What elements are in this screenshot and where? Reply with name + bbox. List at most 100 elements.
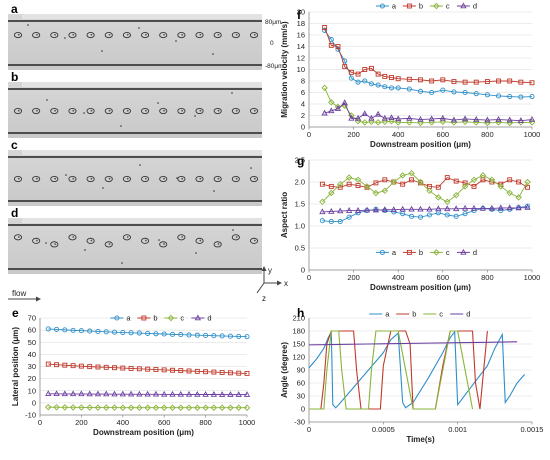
x-axis-title: Downstream position (μm) <box>370 140 471 149</box>
channel-outer-band <box>22 150 262 155</box>
data-point <box>525 184 530 190</box>
data-point <box>462 180 468 186</box>
cell <box>122 234 131 241</box>
data-point <box>390 206 397 212</box>
debris-dot <box>45 242 47 244</box>
y-tick-label: 16 <box>297 31 305 40</box>
cell-nucleus <box>235 33 238 36</box>
cell-nucleus <box>72 33 75 36</box>
micrograph-background <box>8 82 262 138</box>
data-point <box>417 88 424 94</box>
cell-nucleus <box>253 109 256 112</box>
data-point <box>354 114 362 121</box>
series-a <box>322 27 535 100</box>
cell-nucleus <box>90 109 93 112</box>
y-tick-label: 14 <box>297 42 305 51</box>
legend-label: a <box>126 314 131 323</box>
data-point <box>95 328 101 335</box>
cell <box>32 237 41 244</box>
data-point <box>484 92 490 98</box>
cell <box>50 32 59 39</box>
data-point <box>389 75 394 81</box>
data-point <box>461 183 469 190</box>
cell-nucleus <box>108 177 111 180</box>
y-tick-label: 0 <box>301 123 305 132</box>
data-point <box>507 93 513 100</box>
cell-nucleus <box>54 177 57 180</box>
cell-nucleus <box>181 33 184 36</box>
cell <box>249 32 259 39</box>
data-point <box>440 87 446 93</box>
data-point <box>103 390 110 397</box>
data-point <box>334 105 342 111</box>
panel-letter-e: e <box>12 306 19 320</box>
data-point <box>227 333 233 339</box>
data-point <box>518 79 524 85</box>
y-tick-label: 120 <box>292 353 305 362</box>
y-tick-label: -30 <box>294 418 305 427</box>
data-point <box>406 3 412 9</box>
debris-dot <box>250 167 252 169</box>
data-point <box>426 187 433 195</box>
data-point <box>453 213 459 219</box>
y-tick-label: 60 <box>28 326 36 335</box>
debris-dot <box>121 262 123 264</box>
data-point <box>451 79 457 85</box>
series-d <box>321 99 536 123</box>
y-tick-label: 30 <box>28 362 36 371</box>
cell <box>213 241 222 248</box>
data-point <box>381 114 388 121</box>
data-point <box>498 208 504 214</box>
data-point <box>346 214 352 220</box>
cell <box>141 237 150 244</box>
data-point <box>227 370 233 376</box>
x-tick-label: 600 <box>158 418 171 427</box>
legend-label: c <box>446 2 450 11</box>
x-tick-label: 0 <box>307 425 311 434</box>
data-point <box>428 115 435 122</box>
data-point <box>395 85 401 91</box>
data-point <box>87 328 93 334</box>
debris-dot <box>138 27 140 29</box>
cell <box>68 107 77 115</box>
y-tick-label: 1.0 <box>295 222 305 231</box>
cell-nucleus <box>217 243 220 245</box>
cell <box>141 175 150 183</box>
data-point <box>435 184 441 190</box>
panel-letter-f: f <box>297 8 302 22</box>
data-point <box>219 391 226 397</box>
cell-nucleus <box>181 109 184 112</box>
debris-dot <box>176 177 178 179</box>
legend-item-c: c <box>429 248 450 257</box>
data-point <box>78 363 84 369</box>
series-c <box>45 403 251 411</box>
data-point <box>444 212 450 218</box>
data-point <box>203 332 209 339</box>
data-point <box>417 214 424 220</box>
data-point <box>439 118 447 126</box>
data-point <box>236 370 242 376</box>
data-point <box>417 205 424 212</box>
data-point <box>406 119 413 126</box>
data-point <box>450 116 458 123</box>
x-tick-label: 1000 <box>524 130 541 139</box>
data-point <box>479 204 487 211</box>
micrograph-a: a 80μm 0 -80μm <box>8 2 284 70</box>
cell-nucleus <box>54 243 57 245</box>
y-tick-label: 8 <box>301 77 305 86</box>
data-point <box>244 334 250 340</box>
legend-label: c <box>180 314 184 323</box>
data-point <box>460 248 467 255</box>
data-point <box>348 75 354 81</box>
cell-nucleus <box>126 33 129 36</box>
channel-label-middle: 0 <box>270 40 274 47</box>
data-point <box>355 79 361 85</box>
data-point <box>435 205 442 212</box>
data-point <box>103 329 109 335</box>
cell <box>195 237 204 244</box>
x-axis-title: Downstream position (μm) <box>93 428 194 437</box>
data-point <box>390 178 397 186</box>
data-point <box>368 65 374 71</box>
